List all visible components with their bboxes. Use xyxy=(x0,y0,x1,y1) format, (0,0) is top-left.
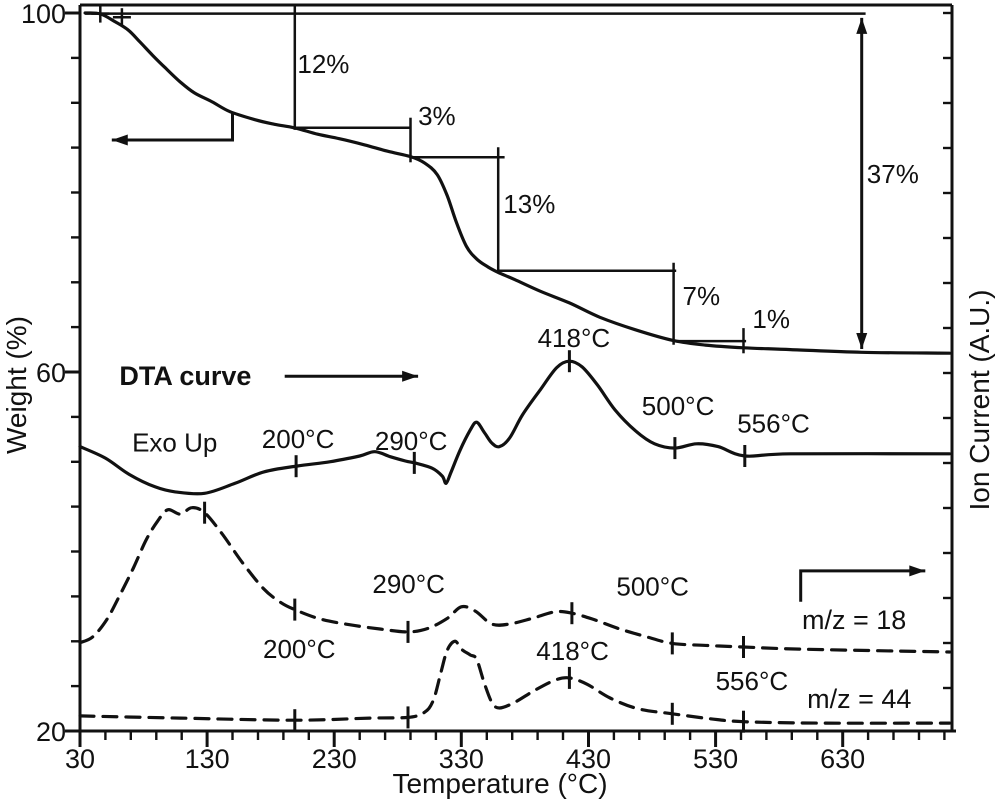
annotation-500-c: 500°C xyxy=(616,571,689,601)
annotation-3: 3% xyxy=(418,101,456,131)
x-tick-label: 330 xyxy=(439,744,484,774)
y-tick-label: 20 xyxy=(36,717,66,747)
total-loss-arrow-head xyxy=(856,332,868,349)
series-m-z-18 xyxy=(78,506,952,654)
total-loss-arrow-head xyxy=(856,17,868,34)
annotation-418-c: 418°C xyxy=(536,636,609,666)
weight-axis-arrow-head xyxy=(111,134,128,146)
annotation-7: 7% xyxy=(683,281,721,311)
annotation-418-c: 418°C xyxy=(538,323,611,353)
x-axis-title: Temperature (°C) xyxy=(392,768,607,799)
annotation-290-c: 290°C xyxy=(372,569,445,599)
annotation-arrows xyxy=(111,17,926,602)
ion-current-axis-arrow-head xyxy=(909,565,926,577)
annotation-12: 12% xyxy=(297,49,349,79)
annotation-556-c: 556°C xyxy=(716,666,789,696)
series-tga-weight xyxy=(83,11,952,355)
mass-loss-guide-lines xyxy=(85,4,866,354)
weight-axis-arrow xyxy=(111,112,234,142)
annotation-13: 13% xyxy=(503,189,555,219)
y-tick-label: 60 xyxy=(36,358,66,388)
curve-series xyxy=(78,11,952,733)
x-tick-label: 530 xyxy=(693,744,738,774)
x-tick-label: 30 xyxy=(65,744,95,774)
annotation-200-c: 200°C xyxy=(262,424,335,454)
x-tick-label: 130 xyxy=(185,744,230,774)
annotation-m-z-44: m/z = 44 xyxy=(807,684,911,714)
annotation-556-c: 556°C xyxy=(737,408,810,438)
series-dta xyxy=(78,359,952,496)
annotation-exo-up: Exo Up xyxy=(132,428,217,458)
annotation-37: 37% xyxy=(867,159,919,189)
x-tick-label: 430 xyxy=(566,744,611,774)
annotation-dta-curve: DTA curve xyxy=(119,361,251,391)
annotation-200-c: 200°C xyxy=(263,634,336,664)
right-y-axis-title: Ion Current (A.U.) xyxy=(964,290,995,511)
left-y-axis-title: Weight (%) xyxy=(1,316,32,454)
annotation-1: 1% xyxy=(752,304,790,334)
x-tick-label: 230 xyxy=(312,744,357,774)
ion-current-axis-arrow xyxy=(799,569,926,602)
annotation-m-z-18: m/z = 18 xyxy=(802,605,906,635)
x-tick-label: 630 xyxy=(820,744,865,774)
text-annotations: 12% 3% 13% 7% 1% 37% DTA curve Exo Up 200°C 290°C… xyxy=(119,49,918,714)
annotation-290-c: 290°C xyxy=(375,426,448,456)
axes: 30 130 230 330 430 530 630 100 60 20 xyxy=(21,0,956,774)
dta-axis-arrow-head xyxy=(402,370,419,382)
y-tick-label: 100 xyxy=(21,0,66,29)
annotation-500-c: 500°C xyxy=(642,391,715,421)
